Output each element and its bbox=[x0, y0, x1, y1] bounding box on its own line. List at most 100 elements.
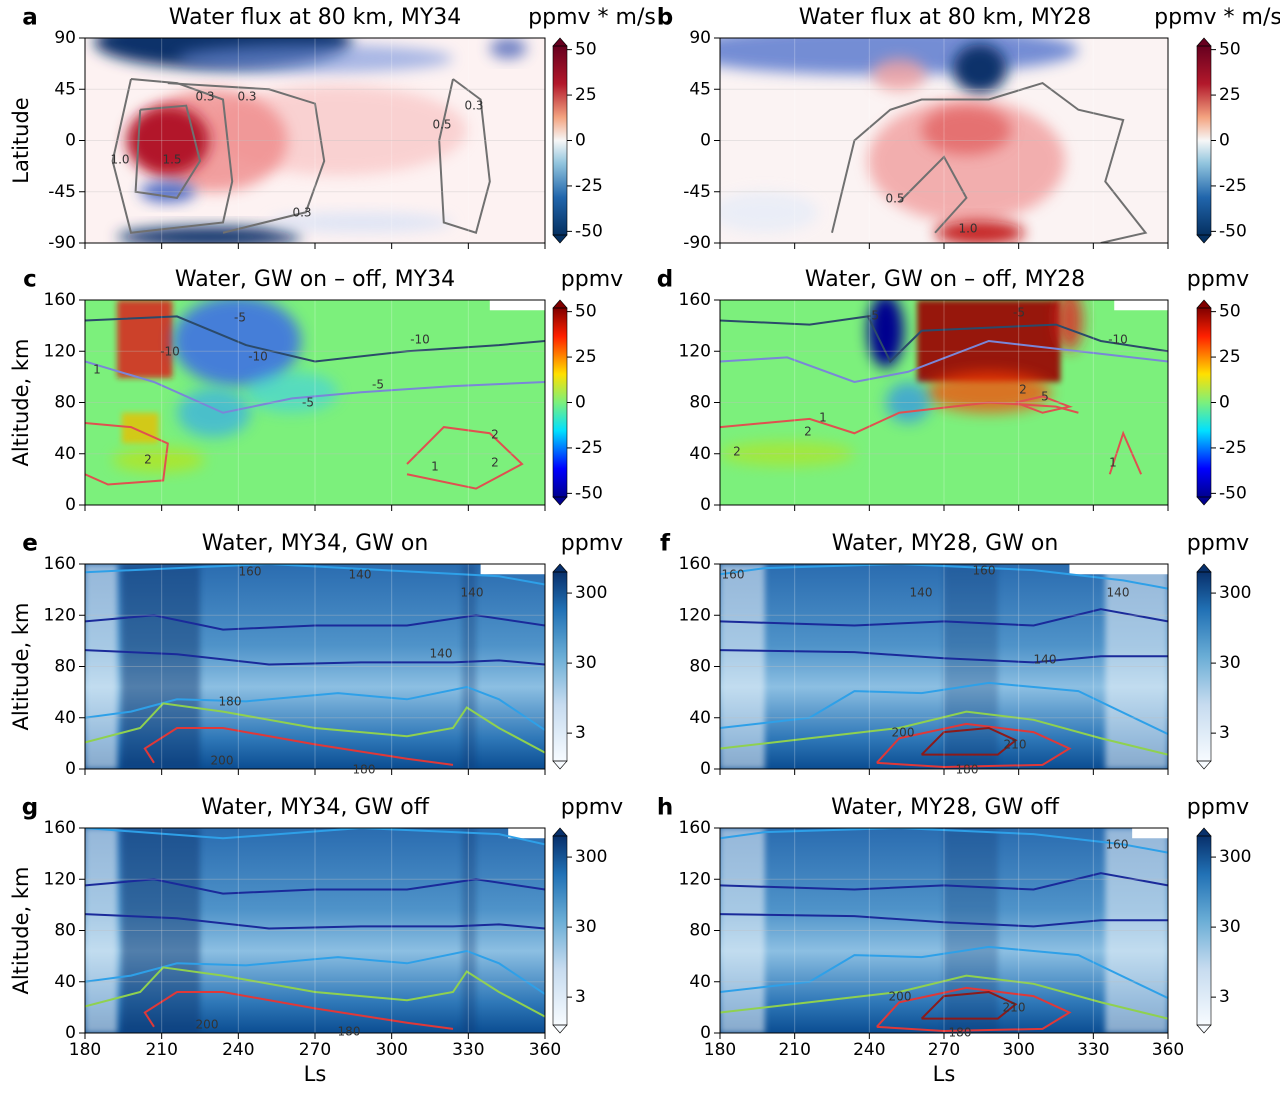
contour-label: 210 bbox=[1003, 1001, 1026, 1015]
x-tick-label: 180 bbox=[704, 1040, 736, 1060]
colorbar-tick-label: -50 bbox=[575, 221, 603, 241]
contour bbox=[85, 649, 545, 666]
y-tick-label: 0 bbox=[700, 1023, 711, 1043]
contour-label: 0.5 bbox=[432, 118, 451, 132]
contour bbox=[720, 828, 1168, 854]
x-tick-label: 210 bbox=[145, 1040, 177, 1060]
contour-label: -5 bbox=[867, 309, 879, 323]
field bbox=[867, 99, 1065, 223]
panel-title: Water, MY28, GW on bbox=[832, 531, 1059, 556]
field bbox=[1056, 300, 1083, 352]
y-tick-label: 120 bbox=[44, 341, 76, 361]
contour-label: 1.0 bbox=[110, 153, 129, 167]
contour bbox=[85, 913, 545, 930]
colorbar-tick-label: 50 bbox=[575, 40, 597, 60]
colorbar-tick-label: 0 bbox=[1219, 131, 1230, 151]
contour-label: 1 bbox=[93, 363, 101, 377]
heatmap bbox=[85, 564, 545, 769]
contour-label: -5 bbox=[372, 378, 384, 392]
field bbox=[269, 212, 453, 233]
panel: 0 40 80 120 160 160 160 140 140 140 200 210 180 f Wate… bbox=[660, 531, 1251, 780]
colorbar bbox=[1197, 46, 1211, 235]
colorbar-extend bbox=[552, 496, 568, 506]
contour bbox=[876, 722, 1072, 768]
panel: -90 -45 0 45 90 0.5 1.0 b Water flux at 80 km, M… bbox=[657, 5, 1280, 254]
colorbar bbox=[1197, 308, 1211, 497]
contour-label: 1.0 bbox=[958, 222, 977, 236]
contour-label: 200 bbox=[196, 1018, 219, 1032]
x-tick-label: 360 bbox=[529, 1040, 561, 1060]
y-tick-label: 40 bbox=[689, 972, 711, 992]
field bbox=[172, 300, 302, 387]
y-tick-label: 40 bbox=[54, 444, 76, 464]
contour-label: -10 bbox=[160, 345, 180, 359]
field bbox=[1105, 828, 1168, 1033]
colorbar-label: ppmv bbox=[561, 795, 623, 820]
contour-label: 140 bbox=[349, 568, 372, 582]
x-tick-label: 300 bbox=[1002, 1040, 1034, 1060]
contour bbox=[85, 685, 545, 731]
field bbox=[935, 220, 1025, 243]
x-tick-label: 210 bbox=[778, 1040, 810, 1060]
contour-label: 200 bbox=[889, 990, 912, 1004]
field bbox=[177, 44, 453, 73]
y-tick-label: 40 bbox=[54, 708, 76, 728]
contour-label: 2 bbox=[144, 453, 152, 467]
colorbar-extend bbox=[1196, 234, 1212, 244]
y-tick-label: 160 bbox=[44, 554, 76, 574]
y-tick-label: 160 bbox=[44, 818, 76, 838]
contour-label: 160 bbox=[239, 565, 262, 579]
contour bbox=[143, 727, 454, 766]
contour-label: 2 bbox=[491, 428, 499, 442]
plot-frame bbox=[719, 299, 1169, 506]
field bbox=[872, 58, 927, 92]
contour bbox=[134, 104, 202, 199]
colorbar-tick-label: 300 bbox=[1219, 847, 1251, 867]
contour-label: -5 bbox=[1013, 306, 1025, 320]
contour-label: 2 bbox=[733, 445, 741, 459]
x-tick-label: 240 bbox=[222, 1040, 254, 1060]
contour bbox=[85, 564, 545, 586]
contour bbox=[85, 878, 545, 895]
heatmap bbox=[720, 38, 1168, 243]
panel-title: Water, GW on – off, MY28 bbox=[805, 267, 1085, 292]
colorbar-tick-label: 0 bbox=[1219, 393, 1230, 413]
colorbar-tick-label: -25 bbox=[575, 438, 603, 458]
y-tick-label: 90 bbox=[689, 28, 711, 48]
contour bbox=[85, 949, 545, 995]
y-tick-label: 45 bbox=[689, 79, 711, 99]
plot-frame bbox=[84, 563, 546, 770]
contour-label: 2 bbox=[1019, 383, 1027, 397]
y-tick-label: 120 bbox=[679, 605, 711, 625]
colorbar-tick-label: -50 bbox=[1219, 221, 1247, 241]
panel: 180 210 240 270 300 330 3600408012016016020021… bbox=[657, 795, 1252, 1087]
colorbar-tick-label: -25 bbox=[1219, 438, 1247, 458]
contour-label: 180 bbox=[338, 1025, 361, 1039]
contour bbox=[85, 966, 545, 1018]
field bbox=[1069, 564, 1168, 575]
plot-frame bbox=[84, 37, 546, 244]
field bbox=[720, 441, 855, 467]
heatmap bbox=[720, 828, 1168, 1033]
y-tick-label: 160 bbox=[679, 290, 711, 310]
y-tick-label: 80 bbox=[689, 657, 711, 677]
colorbar-extend bbox=[1196, 299, 1212, 309]
field bbox=[720, 828, 765, 1033]
colorbar-tick-label: 300 bbox=[575, 847, 607, 867]
contour bbox=[1108, 430, 1143, 475]
field bbox=[489, 300, 545, 311]
y-axis-label: Latitude bbox=[9, 97, 33, 183]
colorbar-tick-label: -25 bbox=[1219, 176, 1247, 196]
contour bbox=[720, 564, 1168, 590]
field bbox=[121, 828, 200, 1033]
panel-letter: a bbox=[22, 5, 38, 31]
contour bbox=[920, 990, 1018, 1020]
contour-label: 140 bbox=[1107, 586, 1130, 600]
colorbar-tick-label: 30 bbox=[575, 917, 597, 937]
colorbar-tick-label: 300 bbox=[1219, 583, 1251, 603]
contour-label: 180 bbox=[956, 763, 979, 777]
field bbox=[720, 191, 819, 233]
x-tick-label: 330 bbox=[452, 1040, 484, 1060]
y-tick-label: 0 bbox=[65, 131, 76, 151]
